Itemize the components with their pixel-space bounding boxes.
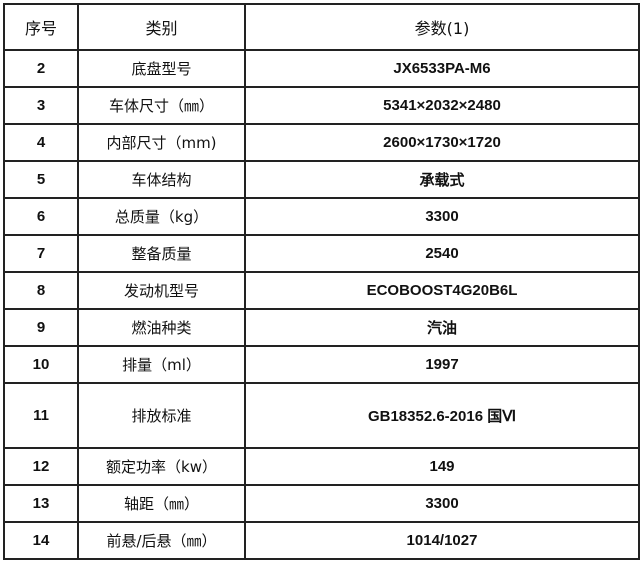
row-value: GB18352.6-2016 国Ⅵ [244,382,640,449]
row-number: 12 [3,447,79,486]
row-category: 额定功率（kw） [77,447,246,486]
row-number: 3 [3,86,79,125]
row-number: 9 [3,308,79,347]
row-category: 车体尺寸（㎜） [77,86,246,125]
row-value: 3300 [244,197,640,236]
row-category: 发动机型号 [77,271,246,310]
row-value: JX6533PA-M6 [244,49,640,88]
row-number: 14 [3,521,79,560]
row-value: 2600×1730×1720 [244,123,640,162]
row-number: 2 [3,49,79,88]
row-number: 5 [3,160,79,199]
row-category: 排量（ml） [77,345,246,384]
row-value: 3300 [244,484,640,523]
row-number: 4 [3,123,79,162]
row-category: 整备质量 [77,234,246,273]
row-category: 燃油种类 [77,308,246,347]
table-row: 5 车体结构 承载式 [3,160,640,199]
row-category: 底盘型号 [77,49,246,88]
header-value: 参数(1) [244,3,640,51]
header-category: 类别 [77,3,246,51]
row-value: 承载式 [244,160,640,199]
table-row: 10 排量（ml） 1997 [3,345,640,384]
table-row: 12 额定功率（kw） 149 [3,447,640,486]
table-row: 2 底盘型号 JX6533PA-M6 [3,49,640,88]
table-row: 4 内部尺寸（mm) 2600×1730×1720 [3,123,640,162]
row-number: 10 [3,345,79,384]
table-row: 11 排放标准 GB18352.6-2016 国Ⅵ [3,382,640,449]
header-row: 序号 类别 参数(1) [3,3,640,51]
table-row: 8 发动机型号 ECOBOOST4G20B6L [3,271,640,310]
row-value: 汽油 [244,308,640,347]
row-category: 排放标准 [77,382,246,449]
row-value: 1997 [244,345,640,384]
row-number: 11 [3,382,79,449]
row-value: 5341×2032×2480 [244,86,640,125]
row-value: 149 [244,447,640,486]
row-category: 前悬/后悬（㎜） [77,521,246,560]
table-row: 3 车体尺寸（㎜） 5341×2032×2480 [3,86,640,125]
row-category: 车体结构 [77,160,246,199]
row-category: 内部尺寸（mm) [77,123,246,162]
row-value: 2540 [244,234,640,273]
row-number: 13 [3,484,79,523]
row-value: 1014/1027 [244,521,640,560]
row-number: 8 [3,271,79,310]
table-row: 6 总质量（kg） 3300 [3,197,640,236]
row-number: 6 [3,197,79,236]
header-no: 序号 [3,3,79,51]
table-row: 13 轴距（㎜） 3300 [3,484,640,523]
table-row: 14 前悬/后悬（㎜） 1014/1027 [3,521,640,560]
spec-table: 序号 类别 参数(1) 2 底盘型号 JX6533PA-M6 3 车体尺寸（㎜） 5341… [3,3,640,560]
row-number: 7 [3,234,79,273]
row-category: 总质量（kg） [77,197,246,236]
row-value: ECOBOOST4G20B6L [244,271,640,310]
table-row: 9 燃油种类 汽油 [3,308,640,347]
row-category: 轴距（㎜） [77,484,246,523]
table-row: 7 整备质量 2540 [3,234,640,273]
